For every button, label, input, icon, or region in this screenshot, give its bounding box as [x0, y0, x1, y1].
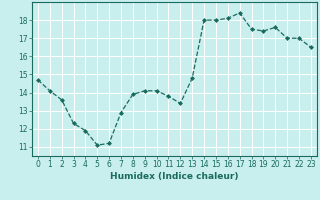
- X-axis label: Humidex (Indice chaleur): Humidex (Indice chaleur): [110, 172, 239, 181]
